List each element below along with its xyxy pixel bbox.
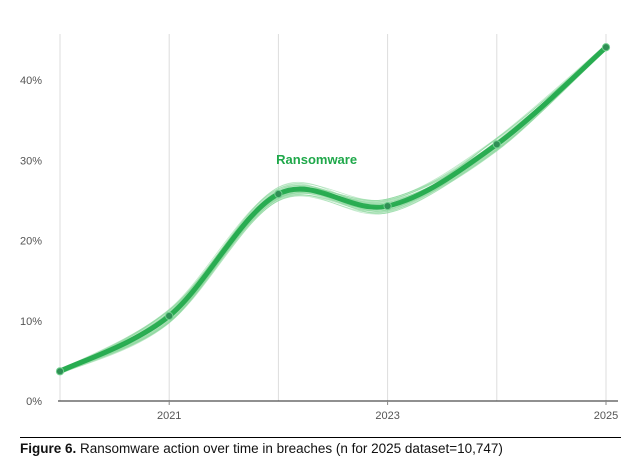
figure-caption: Figure 6. Ransomware action over time in… bbox=[20, 441, 625, 456]
caption-rule bbox=[20, 437, 621, 438]
sample-line bbox=[59, 48, 607, 372]
uncertainty-sample-lines bbox=[59, 44, 607, 375]
sample-line bbox=[59, 45, 607, 370]
sample-line bbox=[59, 45, 607, 371]
sample-line bbox=[59, 48, 607, 375]
sample-line bbox=[59, 47, 607, 373]
data-point-2024 bbox=[492, 140, 501, 149]
sample-line bbox=[59, 44, 607, 372]
sample-line bbox=[59, 46, 607, 374]
sample-line bbox=[59, 47, 607, 371]
sample-line bbox=[59, 46, 607, 370]
sample-line bbox=[59, 45, 607, 375]
tick-labels: 0% 10% 20% 30% 40% 2021 2023 2025 Ransomware bbox=[20, 75, 618, 422]
data-point-2020 bbox=[55, 367, 65, 376]
sample-line bbox=[59, 45, 607, 374]
sample-line bbox=[59, 46, 607, 373]
y-tick-label: 20% bbox=[20, 236, 42, 248]
sample-line bbox=[59, 48, 607, 375]
data-points bbox=[55, 43, 611, 376]
y-tick-label: 30% bbox=[20, 155, 42, 167]
caption-text: Ransomware action over time in breaches … bbox=[76, 441, 503, 456]
sample-line bbox=[59, 46, 607, 370]
series-lines bbox=[57, 44, 609, 374]
x-tick-label: 2021 bbox=[157, 410, 181, 422]
data-point-2022 bbox=[274, 189, 283, 199]
sample-line bbox=[59, 47, 607, 372]
sample-line bbox=[59, 45, 607, 372]
sample-line bbox=[59, 44, 607, 371]
sample-line bbox=[59, 44, 607, 374]
series-line-ransomware bbox=[57, 44, 609, 374]
series-label-ransomware: Ransomware bbox=[276, 152, 357, 167]
sample-line bbox=[59, 44, 607, 375]
figure-label: Figure 6. bbox=[20, 441, 77, 456]
sample-line bbox=[59, 47, 607, 371]
sample-line bbox=[59, 45, 607, 372]
sample-line bbox=[59, 46, 607, 372]
axes bbox=[58, 400, 618, 405]
sample-line bbox=[59, 47, 607, 374]
data-point-2023 bbox=[383, 201, 392, 211]
sample-line bbox=[59, 49, 607, 371]
sample-line bbox=[59, 46, 607, 375]
sample-line bbox=[59, 48, 607, 371]
ransomware-trend-chart: 0% 10% 20% 30% 40% 2021 2023 2025 Ransomware bbox=[20, 34, 618, 422]
y-tick-label: 10% bbox=[20, 316, 42, 328]
sample-line bbox=[59, 46, 607, 375]
sample-line bbox=[59, 48, 607, 371]
data-point-2025 bbox=[601, 43, 611, 52]
sample-line bbox=[59, 49, 607, 374]
sample-line bbox=[59, 49, 607, 370]
sample-line bbox=[59, 44, 607, 373]
y-tick-label: 40% bbox=[20, 75, 42, 87]
sample-line bbox=[59, 46, 607, 373]
sample-line bbox=[59, 47, 607, 373]
sample-line bbox=[59, 48, 607, 372]
sample-line bbox=[59, 46, 607, 372]
x-tick-label: 2025 bbox=[594, 410, 618, 422]
gridlines bbox=[59, 34, 607, 401]
sample-line bbox=[59, 48, 607, 374]
y-tick-label: 0% bbox=[26, 396, 42, 408]
sample-line bbox=[59, 48, 607, 375]
sample-line bbox=[59, 49, 607, 371]
sample-line bbox=[59, 44, 607, 375]
sample-line bbox=[59, 47, 607, 372]
sample-line bbox=[59, 45, 607, 370]
data-point-2021 bbox=[165, 311, 174, 321]
sample-line bbox=[59, 45, 607, 371]
x-tick-label: 2023 bbox=[375, 410, 399, 422]
